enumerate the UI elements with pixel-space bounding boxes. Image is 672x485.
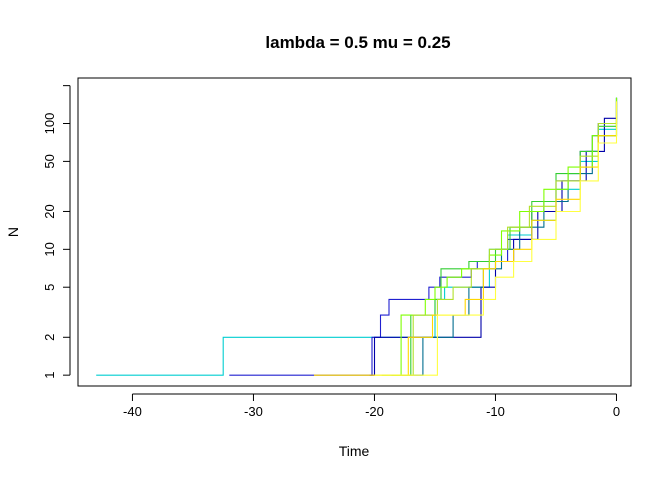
chart-title: lambda = 0.5 mu = 0.25 bbox=[265, 33, 450, 52]
y-tick-label: 10 bbox=[42, 242, 57, 256]
y-axis-label: N bbox=[5, 227, 21, 237]
series-line-6 bbox=[393, 97, 618, 376]
y-tick-label: 50 bbox=[42, 154, 57, 168]
x-tick-label: 0 bbox=[613, 404, 620, 419]
series-line-9 bbox=[374, 101, 618, 376]
x-tick-label: -40 bbox=[123, 404, 142, 419]
y-tick-label: 20 bbox=[42, 204, 57, 218]
x-tick-label: -20 bbox=[365, 404, 384, 419]
x-axis-label: Time bbox=[339, 443, 370, 459]
x-tick-label: -30 bbox=[244, 404, 263, 419]
series-layer bbox=[96, 97, 618, 376]
series-line-8 bbox=[314, 101, 618, 376]
series-line-7 bbox=[408, 101, 618, 376]
x-tick-label: -10 bbox=[486, 404, 505, 419]
series-line-4 bbox=[391, 97, 618, 376]
series-line-2 bbox=[229, 97, 618, 376]
y-axis: 1 2 5 10 20 50 100 bbox=[42, 85, 71, 379]
series-line-1 bbox=[96, 97, 618, 376]
x-axis: -40 -30 -20 -10 0 bbox=[123, 393, 620, 419]
y-tick-label: 5 bbox=[42, 284, 57, 291]
y-tick-label: 1 bbox=[42, 372, 57, 379]
y-tick-label: 100 bbox=[42, 113, 57, 135]
plot-frame bbox=[77, 77, 632, 387]
y-tick-label: 2 bbox=[42, 334, 57, 341]
series-line-5 bbox=[381, 97, 618, 376]
series-line-3 bbox=[369, 101, 618, 376]
